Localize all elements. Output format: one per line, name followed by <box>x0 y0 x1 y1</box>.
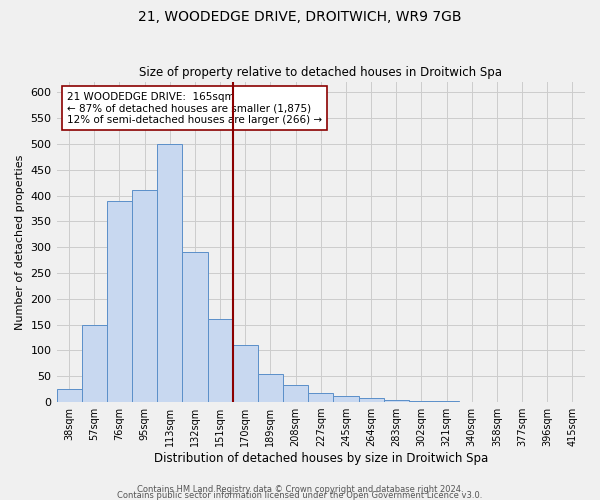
Text: 21, WOODEDGE DRIVE, DROITWICH, WR9 7GB: 21, WOODEDGE DRIVE, DROITWICH, WR9 7GB <box>138 10 462 24</box>
Bar <box>283 385 308 402</box>
Text: 21 WOODEDGE DRIVE:  165sqm
← 87% of detached houses are smaller (1,875)
12% of s: 21 WOODEDGE DRIVE: 165sqm ← 87% of detac… <box>67 92 322 125</box>
Title: Size of property relative to detached houses in Droitwich Spa: Size of property relative to detached ho… <box>139 66 502 80</box>
Bar <box>182 252 208 402</box>
Bar <box>132 190 157 402</box>
Bar <box>107 201 132 402</box>
Bar <box>233 346 258 402</box>
Bar <box>157 144 182 402</box>
Text: Contains public sector information licensed under the Open Government Licence v3: Contains public sector information licen… <box>118 490 482 500</box>
Bar <box>359 398 383 402</box>
Bar <box>308 393 334 402</box>
Bar <box>383 400 409 402</box>
Bar <box>409 400 434 402</box>
Bar <box>208 320 233 402</box>
Bar <box>258 374 283 402</box>
Text: Contains HM Land Registry data © Crown copyright and database right 2024.: Contains HM Land Registry data © Crown c… <box>137 484 463 494</box>
Bar <box>434 401 459 402</box>
Bar <box>334 396 359 402</box>
Bar <box>82 324 107 402</box>
Bar <box>56 389 82 402</box>
X-axis label: Distribution of detached houses by size in Droitwich Spa: Distribution of detached houses by size … <box>154 452 488 465</box>
Y-axis label: Number of detached properties: Number of detached properties <box>15 154 25 330</box>
